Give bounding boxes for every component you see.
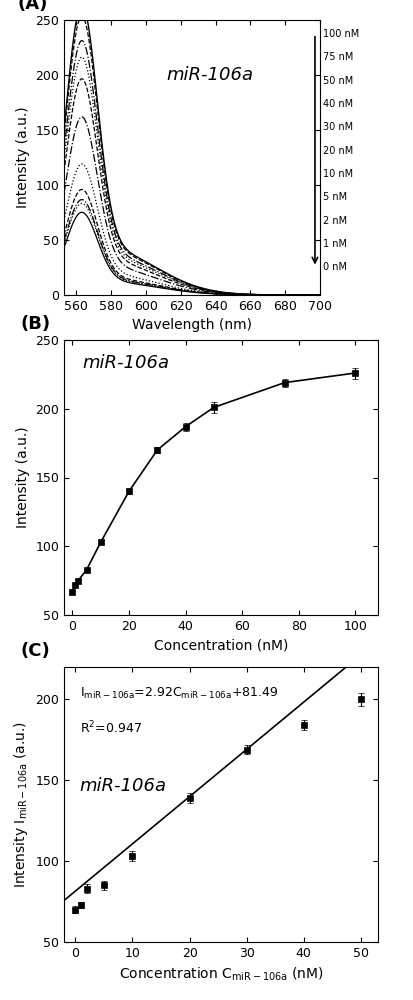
Text: (A): (A) xyxy=(18,0,48,13)
Text: 40 nM: 40 nM xyxy=(323,99,353,109)
Text: I$_{\mathregular{miR-106a}}$=2.92C$_{\mathregular{miR-106a}}$+81.49: I$_{\mathregular{miR-106a}}$=2.92C$_{\ma… xyxy=(80,686,278,701)
Text: miR-106a: miR-106a xyxy=(80,777,167,795)
Y-axis label: Intensity (a.u.): Intensity (a.u.) xyxy=(16,427,30,528)
Text: R$^2$=0.947: R$^2$=0.947 xyxy=(80,719,142,736)
Text: 5 nM: 5 nM xyxy=(323,192,347,202)
Text: (C): (C) xyxy=(20,642,50,660)
Text: 2 nM: 2 nM xyxy=(323,216,347,226)
X-axis label: Concentration (nM): Concentration (nM) xyxy=(154,638,288,652)
Text: 10 nM: 10 nM xyxy=(323,169,353,179)
Text: 0 nM: 0 nM xyxy=(323,262,347,272)
Text: (B): (B) xyxy=(20,315,50,333)
X-axis label: Concentration C$_{\mathregular{miR-106a}}$ (nM): Concentration C$_{\mathregular{miR-106a}… xyxy=(119,965,323,983)
Text: 30 nM: 30 nM xyxy=(323,122,353,132)
Y-axis label: Intensity (a.u.): Intensity (a.u.) xyxy=(16,107,30,208)
Text: miR-106a: miR-106a xyxy=(166,66,254,85)
Text: 50 nM: 50 nM xyxy=(323,76,353,86)
Text: 75 nM: 75 nM xyxy=(323,52,353,62)
Text: 20 nM: 20 nM xyxy=(323,146,353,156)
Y-axis label: Intensity I$_{\mathregular{miR-106a}}$ (a.u.): Intensity I$_{\mathregular{miR-106a}}$ (… xyxy=(12,721,30,888)
Text: 100 nM: 100 nM xyxy=(323,29,359,39)
Text: 1 nM: 1 nM xyxy=(323,239,347,249)
Text: miR-106a: miR-106a xyxy=(83,354,170,371)
X-axis label: Wavelength (nm): Wavelength (nm) xyxy=(132,318,252,332)
